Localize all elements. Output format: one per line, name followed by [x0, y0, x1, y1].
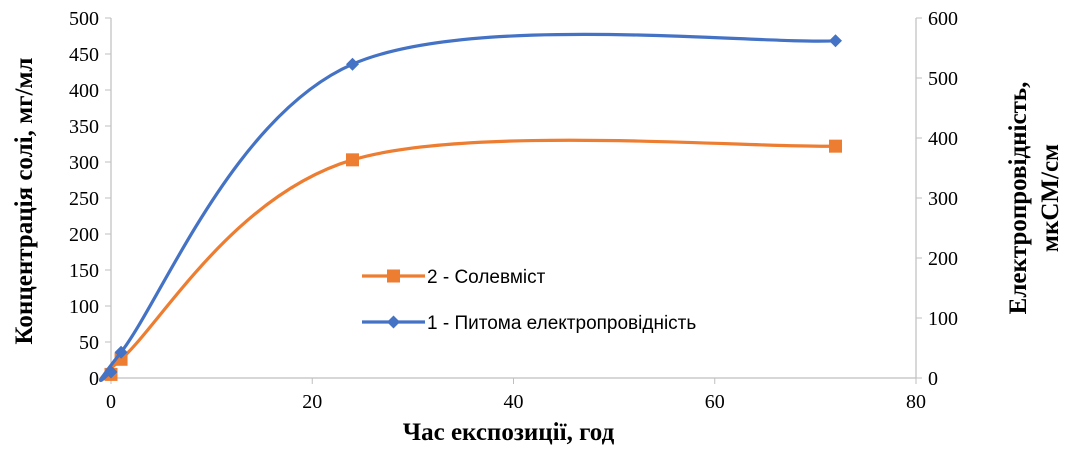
y-right-tick-label: 200 [928, 248, 958, 270]
y-right-tick-label: 600 [928, 8, 958, 30]
x-tick-label: 80 [906, 391, 926, 413]
x-tick-label: 0 [106, 391, 116, 413]
y-left-tick-label: 400 [69, 80, 99, 102]
legend-marker [387, 315, 400, 329]
data-point [829, 34, 842, 48]
y-left-tick-label: 300 [69, 152, 99, 174]
y-right-tick-label: 0 [928, 368, 938, 390]
y-right-tick-label: 100 [928, 308, 958, 330]
legend-label: 1 - Питома електропровідність [427, 313, 696, 334]
y-left-tick-label: 100 [69, 296, 99, 318]
y-left-tick-label: 500 [69, 8, 99, 30]
y-left-axis-title: Концентрація солі, мг/мл [11, 58, 38, 345]
y-left-tick-label: 450 [69, 44, 99, 66]
y-left-tick-label: 0 [89, 368, 99, 390]
x-axis-title: Час експозиції, год [403, 419, 615, 446]
data-point [104, 365, 118, 379]
axes: 0501001502002503003504004505000100200300… [69, 8, 958, 413]
data-point [346, 57, 359, 71]
series-layer [99, 32, 842, 383]
series-conductivity [99, 32, 842, 383]
x-tick-label: 40 [504, 391, 524, 413]
legend: 2 - Солевміст 1 - Питома електропровідніс… [362, 267, 696, 334]
y-left-tick-label: 150 [69, 260, 99, 282]
y-right-tick-label: 300 [928, 188, 958, 210]
y-left-tick-label: 250 [69, 188, 99, 210]
legend-label: 2 - Солевміст [427, 267, 546, 288]
series-salt-content [99, 138, 842, 381]
data-point [829, 139, 842, 153]
y-right-tick-label: 500 [928, 68, 958, 90]
x-tick-label: 20 [302, 391, 322, 413]
x-tick-label: 60 [705, 391, 725, 413]
data-point [346, 153, 359, 167]
y-right-tick-label: 400 [928, 128, 958, 150]
data-point [114, 345, 128, 359]
y-left-tick-label: 350 [69, 116, 99, 138]
y-right-axis-title-line2: мкСМ/см [1037, 144, 1064, 252]
legend-marker [387, 269, 400, 283]
y-right-axis-title-line1: Електропровідність, [1005, 82, 1032, 315]
series-line [99, 138, 838, 381]
y-left-tick-label: 50 [79, 332, 99, 354]
y-left-tick-label: 200 [69, 224, 99, 246]
